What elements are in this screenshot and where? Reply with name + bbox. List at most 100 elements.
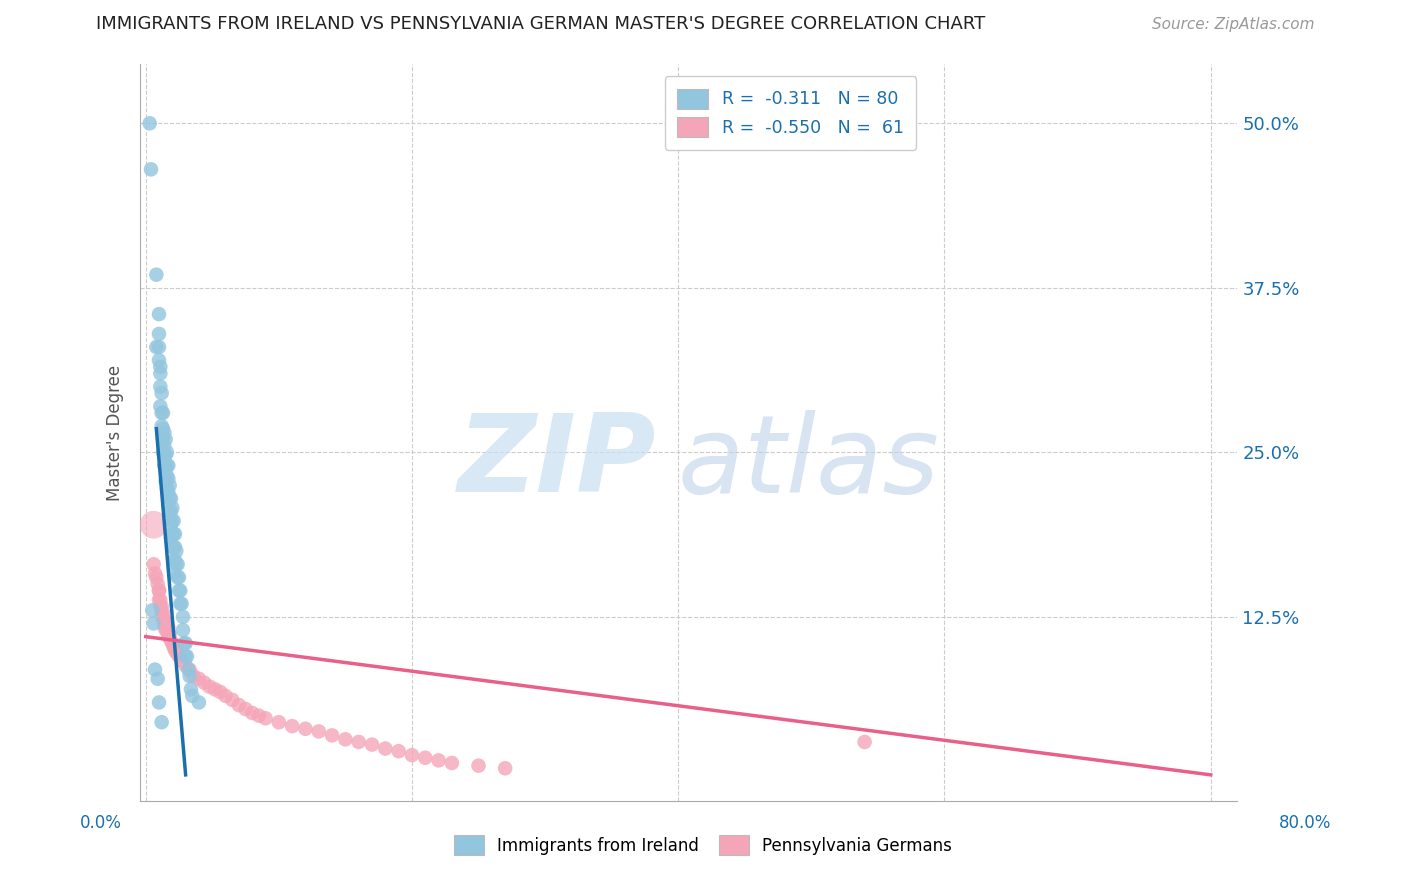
Point <box>235 702 257 716</box>
Point <box>163 540 186 554</box>
Point <box>150 386 173 401</box>
Point <box>156 623 179 637</box>
Point <box>160 531 183 545</box>
Point <box>149 367 172 381</box>
Point <box>156 458 179 473</box>
Point <box>169 597 191 611</box>
Point <box>162 514 184 528</box>
Point <box>267 715 290 730</box>
Point <box>152 422 174 436</box>
Point <box>193 675 215 690</box>
Point <box>247 708 270 723</box>
Point <box>150 715 173 730</box>
Point <box>172 610 194 624</box>
Point <box>240 706 263 720</box>
Point <box>153 619 176 633</box>
Point <box>388 744 411 758</box>
Point <box>321 728 343 742</box>
Point <box>221 693 243 707</box>
Point <box>308 724 330 739</box>
Point <box>149 399 172 413</box>
Point <box>179 669 201 683</box>
Point <box>401 748 423 763</box>
Point <box>148 326 170 341</box>
Text: Source: ZipAtlas.com: Source: ZipAtlas.com <box>1152 17 1315 31</box>
Point <box>146 577 169 591</box>
Point <box>179 663 201 677</box>
Point <box>165 558 187 572</box>
Point <box>174 636 197 650</box>
Point <box>146 672 169 686</box>
Point <box>159 478 181 492</box>
Text: IMMIGRANTS FROM IRELAND VS PENNSYLVANIA GERMAN MASTER'S DEGREE CORRELATION CHART: IMMIGRANTS FROM IRELAND VS PENNSYLVANIA … <box>96 14 984 32</box>
Point <box>153 458 176 473</box>
Point <box>142 517 165 532</box>
Point <box>163 527 186 541</box>
Point <box>162 636 184 650</box>
Point <box>141 603 163 617</box>
Point <box>142 616 165 631</box>
Point <box>153 439 176 453</box>
Point <box>169 583 191 598</box>
Point <box>162 500 184 515</box>
Point <box>163 553 186 567</box>
Point <box>165 544 187 558</box>
Point <box>167 570 190 584</box>
Point <box>145 340 167 354</box>
Point <box>254 711 277 725</box>
Point <box>853 735 876 749</box>
Point <box>163 640 186 655</box>
Point <box>153 448 176 462</box>
Point <box>183 669 205 683</box>
Point <box>155 475 177 489</box>
Point <box>155 448 177 462</box>
Point <box>152 613 174 627</box>
Point <box>160 491 183 506</box>
Point <box>174 658 197 673</box>
Point <box>138 116 160 130</box>
Point <box>167 583 190 598</box>
Point <box>159 627 181 641</box>
Point <box>177 663 200 677</box>
Point <box>157 620 180 634</box>
Point <box>173 636 195 650</box>
Point <box>467 758 489 772</box>
Text: ZIP: ZIP <box>457 409 657 515</box>
Point <box>150 406 173 420</box>
Point <box>157 472 180 486</box>
Point <box>181 689 204 703</box>
Point <box>153 425 176 440</box>
Point <box>162 540 184 554</box>
Point <box>152 432 174 446</box>
Point <box>163 553 186 567</box>
Point <box>427 753 450 767</box>
Point <box>166 570 188 584</box>
Point <box>413 750 436 764</box>
Point <box>176 649 198 664</box>
Point <box>198 680 221 694</box>
Point <box>163 540 186 554</box>
Point <box>152 445 174 459</box>
Point <box>149 359 172 374</box>
Point <box>187 696 209 710</box>
Point <box>148 340 170 354</box>
Point <box>152 406 174 420</box>
Point <box>214 689 236 703</box>
Point <box>163 527 186 541</box>
Point <box>155 432 177 446</box>
Point <box>155 623 177 637</box>
Point <box>156 469 179 483</box>
Point <box>166 558 188 572</box>
Point <box>150 606 173 620</box>
Point <box>143 663 166 677</box>
Point <box>187 672 209 686</box>
Point <box>228 698 250 712</box>
Point <box>148 307 170 321</box>
Point <box>142 558 165 572</box>
Point <box>440 756 463 770</box>
Point <box>148 353 170 368</box>
Point <box>157 484 180 499</box>
Point <box>281 719 304 733</box>
Point <box>361 738 384 752</box>
Point <box>149 379 172 393</box>
